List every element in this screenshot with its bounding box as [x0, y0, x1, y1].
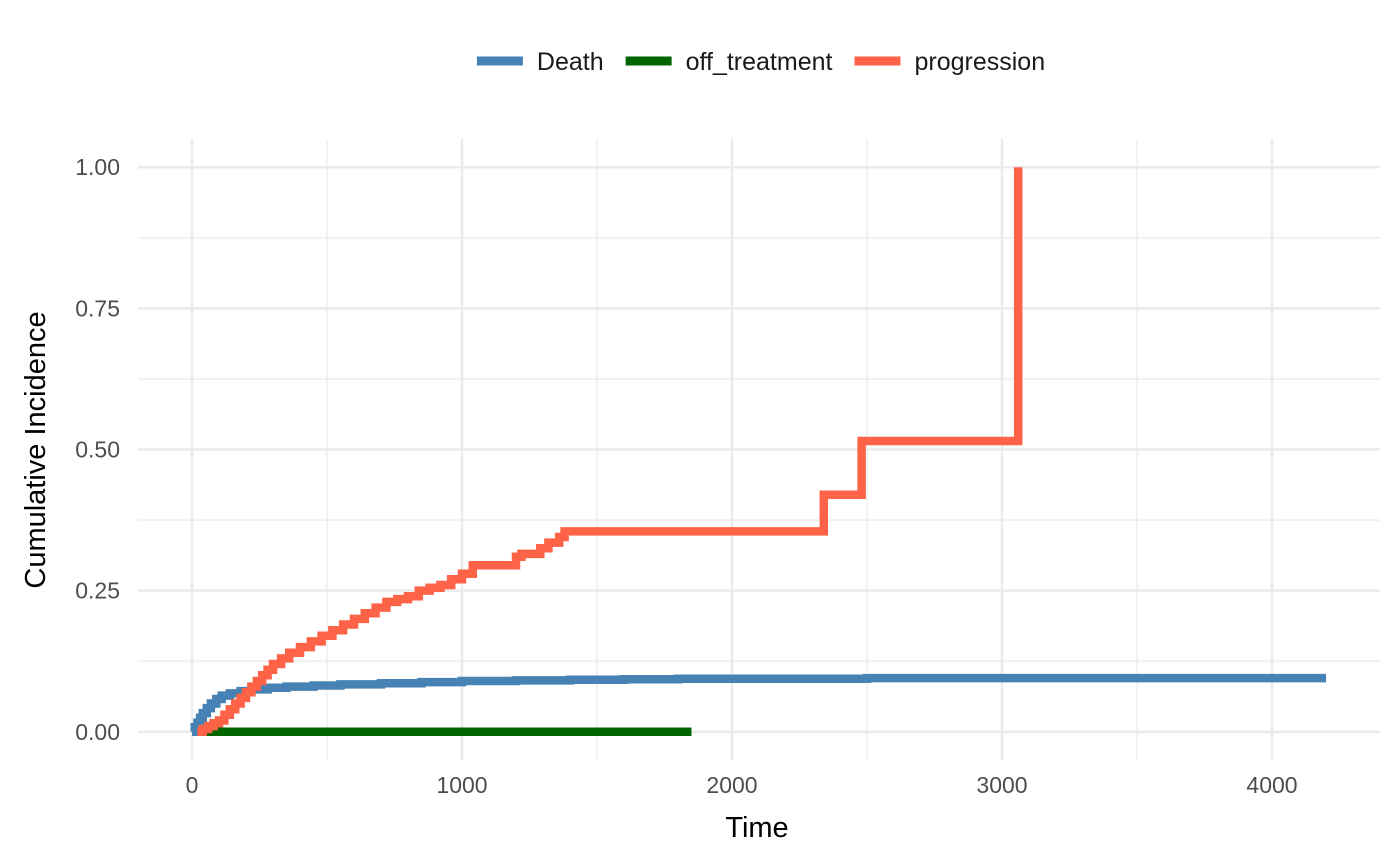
- y-axis-title: Cumulative Incidence: [20, 311, 52, 588]
- y-tick-label: 0.50: [75, 437, 120, 463]
- y-tick-label: 0.25: [75, 578, 120, 604]
- x-axis-title: Time: [725, 812, 788, 844]
- legend-label-off-treatment: off_treatment: [686, 48, 833, 76]
- x-tick-label: 4000: [1246, 772, 1297, 798]
- y-tick-label: 0.75: [75, 295, 120, 321]
- series-lines: [190, 167, 1326, 737]
- x-tick-label: 2000: [706, 772, 757, 798]
- y-tick-label: 1.00: [75, 154, 120, 180]
- legend-label-death: Death: [537, 48, 604, 76]
- y-axis-ticks: 0.00 0.25 0.50 0.75 1.00: [75, 154, 120, 745]
- legend-label-progression: progression: [914, 48, 1045, 76]
- y-tick-label: 0.00: [75, 719, 120, 745]
- x-tick-label: 3000: [976, 772, 1027, 798]
- legend: Death off_treatment progression: [476, 48, 1045, 76]
- x-tick-label: 1000: [436, 772, 487, 798]
- series-line-progression: [197, 167, 1023, 737]
- series-line-death: [190, 673, 1326, 737]
- x-axis-ticks: 0 1000 2000 3000 4000: [186, 772, 1298, 798]
- x-tick-label: 0: [186, 772, 199, 798]
